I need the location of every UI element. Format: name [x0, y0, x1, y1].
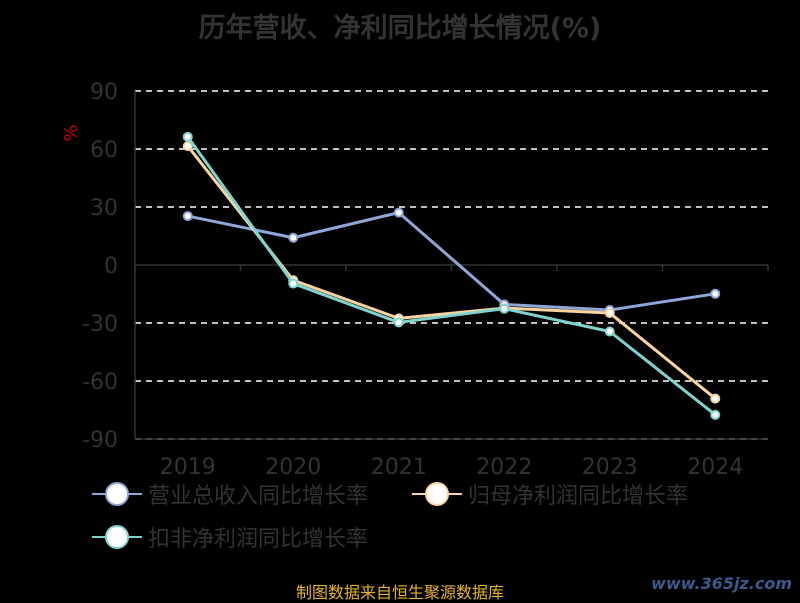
y-tick-label: 0	[104, 254, 118, 279]
x-tick-label: 2024	[687, 455, 743, 480]
y-axis-label: %	[61, 124, 82, 141]
series-0	[182, 207, 721, 316]
y-tick-label: -60	[82, 370, 118, 395]
series-1	[182, 141, 721, 404]
legend-swatch	[412, 479, 462, 509]
data-point[interactable]	[182, 211, 193, 222]
series-lines	[182, 131, 721, 420]
watermark: www.365jz.com	[651, 574, 792, 593]
data-point[interactable]	[710, 409, 721, 420]
y-tick-label: 90	[90, 80, 118, 105]
y-tick-label: 30	[90, 196, 118, 221]
legend-item-deducted-net-profit[interactable]: 扣非净利润同比增长率	[92, 522, 368, 552]
x-tick-label: 2019	[160, 455, 216, 480]
legend-item-revenue[interactable]: 营业总收入同比增长率	[92, 479, 368, 509]
data-point[interactable]	[288, 232, 299, 243]
x-tick-label: 2020	[265, 455, 321, 480]
data-point[interactable]	[393, 317, 404, 328]
legend-label: 归母净利润同比增长率	[468, 484, 689, 509]
data-point[interactable]	[182, 141, 193, 152]
legend-label: 营业总收入同比增长率	[148, 484, 369, 509]
legend-item-net-profit[interactable]: 归母净利润同比增长率	[412, 479, 688, 509]
series-line	[186, 135, 717, 417]
y-tick-label: -90	[82, 428, 118, 453]
x-tick-label: 2022	[476, 455, 532, 480]
data-point[interactable]	[710, 393, 721, 404]
data-source-note: 制图数据来自恒生聚源数据库	[295, 583, 504, 602]
chart-title: 历年营收、净利同比增长情况(%)	[198, 13, 602, 44]
data-point[interactable]	[710, 288, 721, 299]
legend-swatch	[92, 479, 142, 509]
y-tick-label: -30	[82, 312, 118, 337]
data-point[interactable]	[393, 207, 404, 218]
x-tick-label: 2021	[371, 455, 427, 480]
data-point[interactable]	[499, 303, 510, 314]
legend-label: 扣非净利润同比增长率	[148, 527, 369, 552]
data-point[interactable]	[604, 326, 615, 337]
series-line	[187, 211, 716, 312]
series-2	[182, 131, 721, 420]
data-point[interactable]	[288, 278, 299, 289]
y-tick-labels: 90 60 30 0 -30 -60 -90	[82, 80, 118, 453]
data-point[interactable]	[182, 131, 193, 142]
y-tick-label: 60	[90, 138, 118, 163]
legend-swatch	[92, 522, 142, 552]
x-tick-labels: 2019 2020 2021 2022 2023 2024	[160, 455, 744, 480]
axes	[134, 91, 769, 440]
series-line	[186, 145, 717, 400]
x-tick-label: 2023	[582, 455, 638, 480]
data-point[interactable]	[604, 307, 615, 318]
